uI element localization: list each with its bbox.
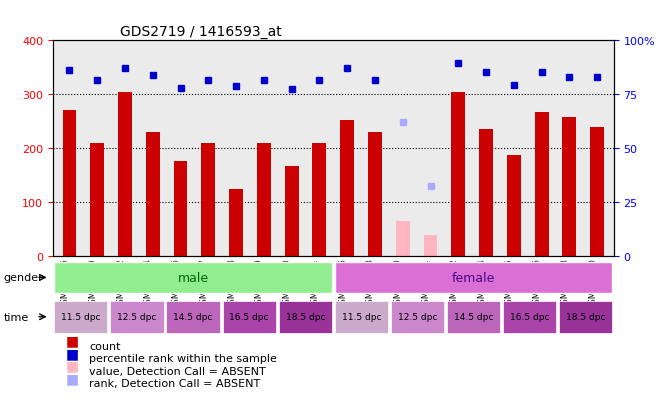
FancyBboxPatch shape [110,301,164,333]
Bar [174,162,187,256]
Bar [146,133,160,256]
Text: 18.5 dpc: 18.5 dpc [286,313,325,321]
FancyBboxPatch shape [279,301,332,333]
Bar [507,156,521,256]
Bar [451,92,465,256]
Text: gender: gender [3,273,43,283]
Text: female: female [452,271,495,284]
Bar [479,130,493,256]
FancyBboxPatch shape [54,262,332,294]
FancyBboxPatch shape [391,301,444,333]
Text: 11.5 dpc: 11.5 dpc [61,313,100,321]
FancyBboxPatch shape [166,301,220,333]
Text: time: time [3,312,28,322]
Text: ■: ■ [66,334,79,348]
Text: 16.5 dpc: 16.5 dpc [510,313,549,321]
Bar [63,111,77,256]
Text: rank, Detection Call = ABSENT: rank, Detection Call = ABSENT [89,378,260,388]
Bar [368,133,382,256]
Bar [424,236,438,256]
Text: male: male [178,271,209,284]
FancyBboxPatch shape [503,301,556,333]
Text: 12.5 dpc: 12.5 dpc [117,313,156,321]
Text: percentile rank within the sample: percentile rank within the sample [89,354,277,363]
Text: 16.5 dpc: 16.5 dpc [230,313,269,321]
Bar [396,221,410,256]
FancyBboxPatch shape [447,301,500,333]
Bar [90,143,104,256]
Bar [284,166,298,256]
Text: ■: ■ [66,358,79,373]
FancyBboxPatch shape [222,301,276,333]
Bar [562,118,576,256]
Bar [312,143,326,256]
FancyBboxPatch shape [335,262,612,294]
Bar [341,120,354,256]
Text: GDS2719 / 1416593_at: GDS2719 / 1416593_at [120,25,282,39]
Text: 14.5 dpc: 14.5 dpc [174,313,213,321]
Bar [535,113,548,256]
Bar [201,143,215,256]
Text: 12.5 dpc: 12.5 dpc [398,313,437,321]
Bar [118,92,132,256]
Bar [257,143,271,256]
FancyBboxPatch shape [335,301,388,333]
Text: 11.5 dpc: 11.5 dpc [342,313,381,321]
FancyBboxPatch shape [559,301,612,333]
Text: 14.5 dpc: 14.5 dpc [454,313,493,321]
Text: 18.5 dpc: 18.5 dpc [566,313,605,321]
Text: ■: ■ [66,371,79,385]
Text: value, Detection Call = ABSENT: value, Detection Call = ABSENT [89,366,266,376]
Bar [590,127,604,256]
FancyBboxPatch shape [54,301,108,333]
Text: ■: ■ [66,346,79,360]
Text: count: count [89,341,121,351]
Bar [229,190,243,256]
